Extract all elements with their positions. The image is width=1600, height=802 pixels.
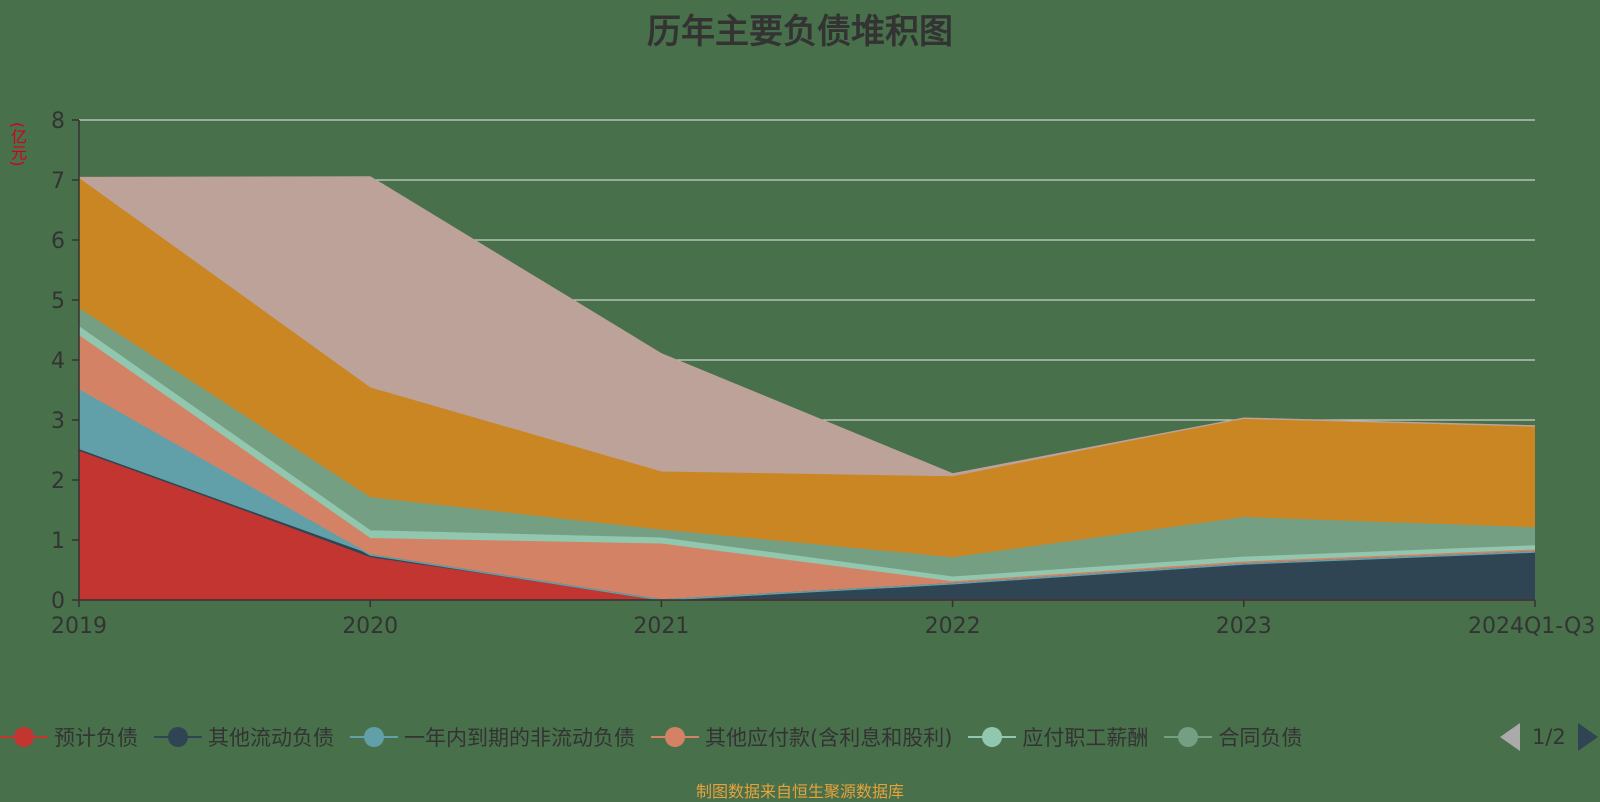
legend-item[interactable]: 应付职工薪酬	[968, 722, 1148, 752]
y-axis-unit: (亿元)	[8, 122, 27, 167]
legend-marker-icon	[0, 727, 48, 747]
legend-items: 预计负债 其他流动负债 一年内到期的非流动负债 其他应付款(含利息和股利) 应付职工薪酬…	[0, 722, 1484, 752]
legend-label: 其他流动负债	[208, 726, 334, 750]
area-series-8	[79, 177, 1535, 477]
y-tick-label: 0	[51, 589, 65, 614]
series-line-8	[78, 176, 1536, 475]
y-tick-label: 7	[51, 169, 65, 194]
axes: 0 1 2 3 4 5 6 7 8 2019 2020 2021 2022 2023 2024Q1-Q3	[51, 109, 1595, 639]
legend-label: 合同负债	[1218, 726, 1303, 750]
area-series-1	[79, 450, 1535, 600]
legend-item[interactable]: 预计负债	[0, 722, 138, 752]
legend-marker-icon	[154, 727, 202, 747]
legend-marker-icon	[651, 727, 699, 747]
legend-prev-page-icon[interactable]	[1500, 723, 1520, 751]
legend-item[interactable]: 其他应付款(含利息和股利)	[651, 722, 952, 752]
y-tick-label: 5	[51, 289, 65, 314]
stacked-area-chart: 0 1 2 3 4 5 6 7 8 2019 2020 2021 2022 2023 2024Q1-Q3	[51, 109, 1595, 639]
area-series-7	[79, 178, 1535, 559]
x-tick-label: 2021	[633, 614, 689, 639]
y-tick-label: 3	[51, 409, 65, 434]
y-tick-label: 1	[51, 529, 65, 554]
series-line-4	[78, 335, 1536, 583]
chart-title: 历年主要负债堆积图	[647, 12, 953, 52]
y-tick-label: 8	[51, 109, 65, 134]
legend-marker-icon	[968, 727, 1017, 747]
legend-marker-icon	[350, 727, 398, 747]
legend-next-page-icon[interactable]	[1577, 723, 1598, 751]
y-tick-label: 4	[51, 349, 65, 374]
legend-item[interactable]: 一年内到期的非流动负债	[350, 722, 635, 752]
y-tick-label: 6	[51, 229, 65, 254]
x-tick-label: 2019	[51, 614, 107, 639]
x-tick-label: 2020	[342, 614, 398, 639]
y-tick-label: 2	[51, 469, 65, 494]
area-series	[78, 176, 1536, 601]
legend-pager: 1/2	[1500, 723, 1598, 751]
legend: 预计负债 其他流动负债 一年内到期的非流动负债 其他应付款(含利息和股利) 应付职工薪酬…	[0, 720, 1600, 754]
legend-item[interactable]: 合同负债	[1164, 722, 1302, 752]
series-line-3	[78, 389, 1536, 601]
legend-label: 预计负债	[54, 726, 138, 750]
source-note: 制图数据来自恒生聚源数据库	[695, 782, 904, 801]
area-series-6	[79, 309, 1535, 578]
legend-label: 其他应付款(含利息和股利)	[705, 726, 953, 750]
legend-label: 一年内到期的非流动负债	[404, 726, 635, 750]
legend-item[interactable]: 其他流动负债	[154, 722, 334, 752]
legend-page-label: 1/2	[1532, 725, 1566, 749]
series-line-5	[78, 326, 1536, 578]
x-tick-label: 2024Q1-Q3	[1468, 614, 1595, 639]
legend-label: 应付职工薪酬	[1022, 726, 1149, 750]
legend-marker-icon	[1164, 727, 1213, 747]
series-line-6	[78, 308, 1536, 559]
x-tick-label: 2022	[925, 614, 981, 639]
x-tick-label: 2023	[1216, 614, 1272, 639]
area-series-2	[79, 450, 1535, 600]
